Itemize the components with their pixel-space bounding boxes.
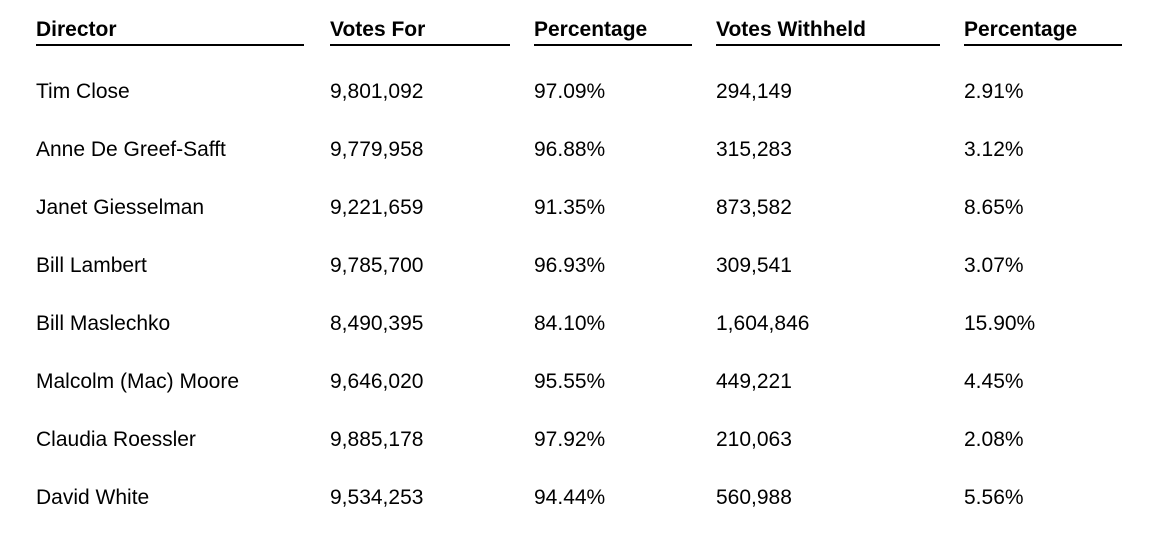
header-votes-for: Votes For: [330, 18, 510, 46]
percentage-for-cell: 94.44%: [534, 486, 606, 509]
percentage-for-cell: 96.88%: [534, 138, 606, 161]
director-name-cell: Janet Giesselman: [36, 196, 205, 219]
percentage-for-cell: 97.09%: [534, 80, 606, 103]
votes-for-cell: 9,779,958: [330, 138, 424, 161]
percentage-for-cell: 91.35%: [534, 196, 606, 219]
header-percentage-withheld: Percentage: [964, 18, 1122, 46]
votes-withheld-cell: 873,582: [716, 196, 792, 219]
director-name-cell: Anne De Greef-Safft: [36, 138, 226, 161]
percentage-withheld-cell: 4.45%: [964, 370, 1024, 393]
header-percentage-for: Percentage: [534, 18, 692, 46]
votes-for-cell: 9,534,253: [330, 486, 424, 509]
votes-for-cell: 8,490,395: [330, 312, 424, 335]
votes-for-cell: 9,646,020: [330, 370, 424, 393]
votes-withheld-cell: 294,149: [716, 80, 792, 103]
percentage-withheld-cell: 5.56%: [964, 486, 1024, 509]
votes-for-cell: 9,801,092: [330, 80, 424, 103]
director-name-cell: Malcolm (Mac) Moore: [36, 370, 240, 393]
header-votes-withheld: Votes Withheld: [716, 18, 940, 46]
percentage-withheld-cell: 3.12%: [964, 138, 1024, 161]
votes-for-cell: 9,785,700: [330, 254, 424, 277]
votes-withheld-cell: 315,283: [716, 138, 792, 161]
director-name-cell: Bill Maslechko: [36, 312, 171, 335]
director-name-cell: Claudia Roessler: [36, 428, 196, 451]
percentage-withheld-cell: 2.91%: [964, 80, 1024, 103]
votes-for-cell: 9,221,659: [330, 196, 424, 219]
votes-withheld-cell: 309,541: [716, 254, 792, 277]
director-name-cell: David White: [36, 486, 150, 509]
percentage-withheld-cell: 8.65%: [964, 196, 1024, 219]
votes-withheld-cell: 1,604,846: [716, 312, 810, 335]
votes-withheld-cell: 449,221: [716, 370, 792, 393]
director-name-cell: Tim Close: [36, 80, 130, 103]
percentage-withheld-cell: 3.07%: [964, 254, 1024, 277]
votes-for-cell: 9,885,178: [330, 428, 424, 451]
director-name-cell: Bill Lambert: [36, 254, 147, 277]
percentage-for-cell: 97.92%: [534, 428, 606, 451]
percentage-for-cell: 95.55%: [534, 370, 606, 393]
percentage-withheld-cell: 2.08%: [964, 428, 1024, 451]
percentage-for-cell: 84.10%: [534, 312, 606, 335]
votes-withheld-cell: 560,988: [716, 486, 792, 509]
percentage-for-cell: 96.93%: [534, 254, 606, 277]
votes-withheld-cell: 210,063: [716, 428, 792, 451]
header-director: Director: [36, 18, 304, 46]
percentage-withheld-cell: 15.90%: [964, 312, 1036, 335]
